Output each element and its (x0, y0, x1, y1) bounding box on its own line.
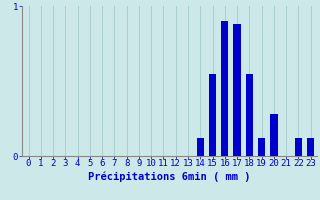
Bar (246, 73, 253, 156)
Bar (196, 138, 204, 156)
Bar (258, 138, 265, 156)
Bar (233, 24, 241, 156)
Bar (270, 114, 277, 156)
Bar (221, 21, 228, 156)
X-axis label: Précipitations 6min ( mm ): Précipitations 6min ( mm ) (88, 171, 251, 182)
Bar (209, 73, 216, 156)
Bar (295, 138, 302, 156)
Bar (307, 138, 314, 156)
